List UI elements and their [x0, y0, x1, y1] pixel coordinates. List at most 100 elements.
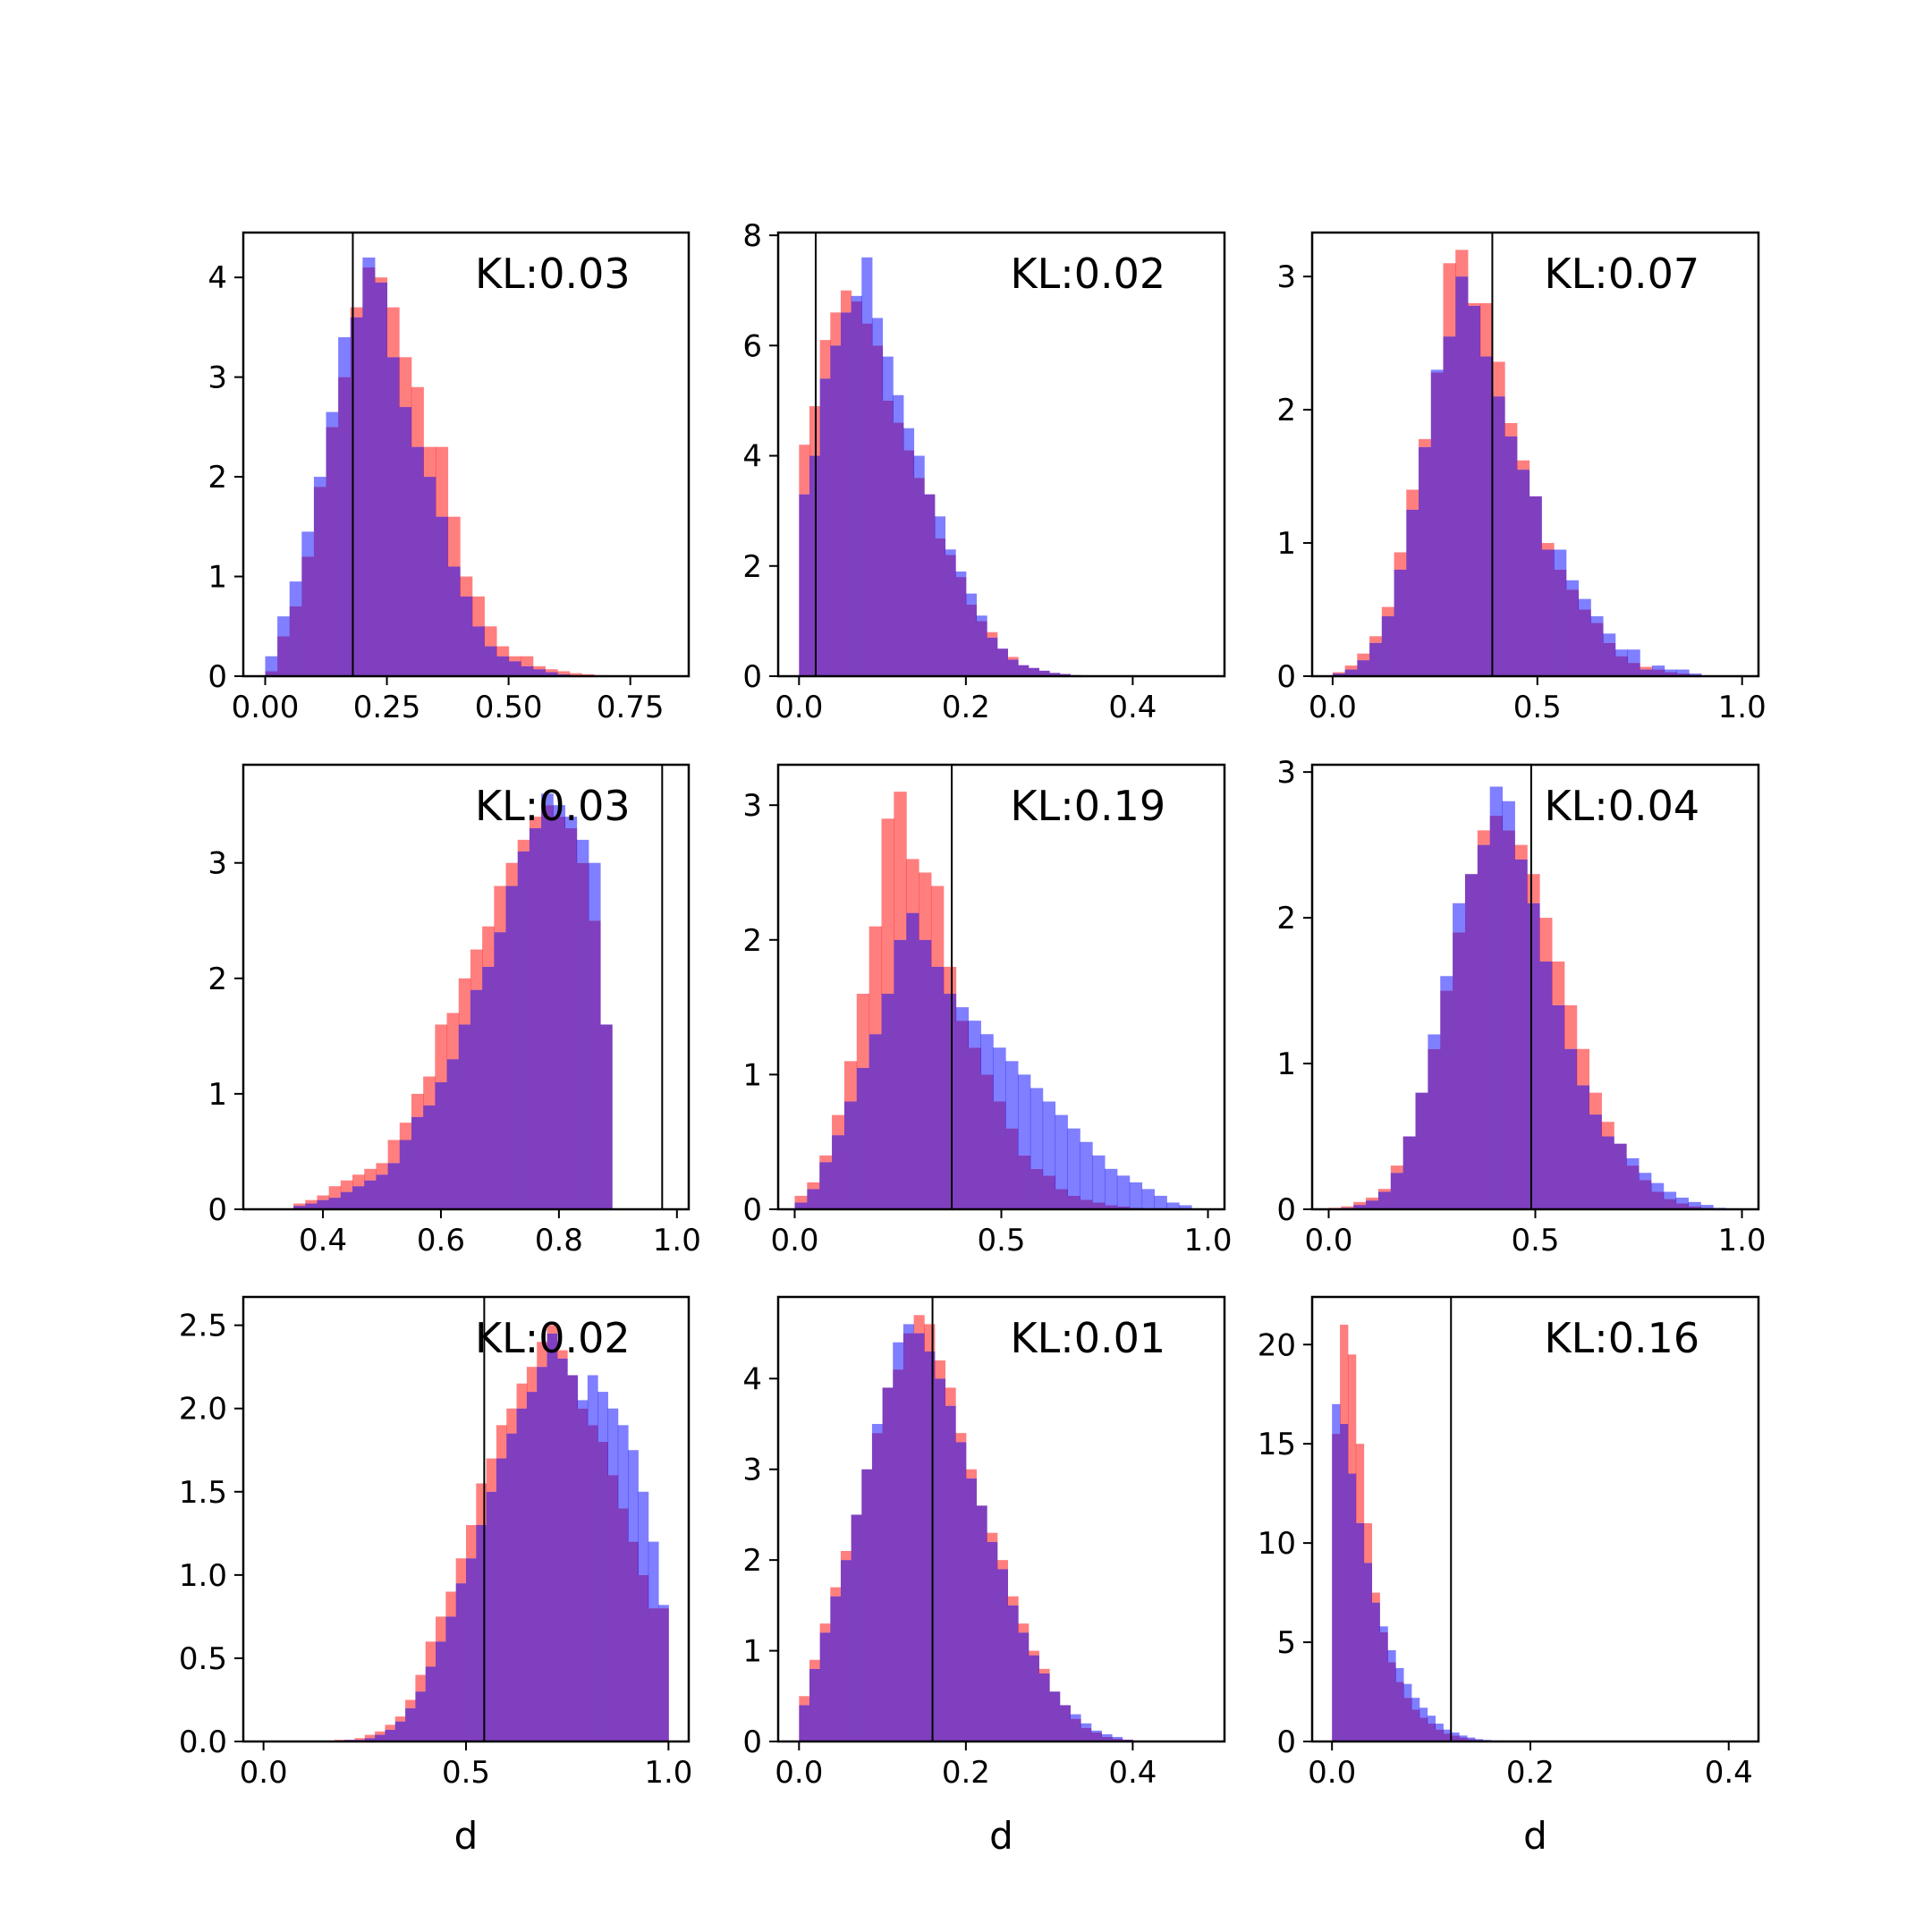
bar-overlap	[376, 1174, 389, 1209]
bar-blue	[1379, 1626, 1388, 1632]
bar-overlap	[913, 1333, 925, 1741]
bar-red	[1541, 543, 1555, 550]
bar-overlap	[819, 1632, 831, 1741]
bar-overlap	[1090, 1732, 1102, 1741]
bar-overlap	[1005, 1128, 1019, 1209]
bar-overlap	[508, 661, 521, 676]
kl-annotation: KL:0.02	[475, 1314, 631, 1362]
bar-overlap	[1514, 859, 1528, 1209]
bar-blue	[1105, 1168, 1118, 1206]
bar-overlap	[482, 966, 495, 1209]
bar-overlap	[1049, 673, 1061, 676]
bar-red	[496, 646, 510, 657]
y-tick-label: 20	[1258, 1327, 1296, 1363]
x-axis-label: d	[454, 1814, 479, 1858]
bar-red	[1576, 1048, 1590, 1086]
bar-overlap	[471, 626, 485, 676]
bar-overlap	[1363, 1563, 1373, 1741]
axes-frame	[776, 231, 1226, 678]
bar-red	[1601, 1122, 1614, 1137]
bar-red	[385, 1724, 396, 1730]
bar-overlap	[945, 555, 956, 676]
bar-overlap	[1018, 665, 1030, 676]
bar-blue	[1453, 902, 1466, 933]
bar-overlap	[906, 912, 919, 1209]
bar-overlap	[1675, 1203, 1689, 1209]
bar-blue	[968, 1021, 981, 1048]
x-tick-label: 0.0	[1309, 690, 1357, 725]
bar-red	[556, 1350, 568, 1359]
axes-frame	[242, 763, 691, 1211]
bar-overlap	[882, 400, 894, 676]
bar-red	[1479, 302, 1493, 357]
bar-blue	[902, 428, 915, 451]
bar-red	[305, 1199, 318, 1204]
subplot-8: 0.0 0.2 0.4 0 1 2 3 4 KL:0.01 d	[742, 1295, 1226, 1858]
bar-blue	[1474, 1739, 1484, 1741]
bar-blue	[313, 477, 327, 487]
bar-overlap	[1371, 1602, 1380, 1741]
bar-overlap	[1627, 663, 1640, 676]
bar-red	[466, 1525, 477, 1559]
y-tick-label: 1	[1276, 526, 1296, 562]
bar-overlap	[1492, 396, 1505, 676]
bar-overlap	[526, 1392, 538, 1741]
bar-overlap	[532, 669, 546, 676]
bar-overlap	[328, 1198, 342, 1209]
bar-red	[1007, 657, 1019, 660]
x-tick-label: 0.5	[442, 1755, 490, 1791]
bar-overlap	[945, 1405, 956, 1741]
y-tick-label: 8	[742, 218, 762, 254]
x-tick-label: 0.5	[1511, 1223, 1559, 1258]
bar-overlap	[1092, 1202, 1106, 1209]
bar-overlap	[1466, 1739, 1476, 1741]
bar-red	[840, 1551, 852, 1561]
bar-blue	[1080, 1141, 1093, 1200]
x-tick-label: 0.0	[1308, 1755, 1356, 1791]
bar-overlap	[545, 672, 558, 676]
bar-overlap	[987, 637, 998, 676]
bar-overlap	[871, 1433, 884, 1741]
bar-blue	[1440, 976, 1453, 991]
bar-blue	[1554, 549, 1567, 570]
bar-red	[364, 1734, 376, 1739]
bar-red	[376, 1163, 389, 1175]
bar-blue	[893, 1342, 904, 1370]
bar-blue	[1627, 649, 1640, 664]
kl-annotation: KL:0.04	[1544, 782, 1699, 830]
bar-overlap	[840, 312, 852, 676]
bar-overlap	[638, 1574, 649, 1741]
bar-overlap	[1080, 1727, 1092, 1741]
bar-red	[830, 1587, 842, 1597]
bar-overlap	[460, 596, 473, 676]
bar-overlap	[1639, 1180, 1652, 1209]
bar-blue	[871, 318, 884, 346]
bar-blue	[1403, 1683, 1412, 1699]
bar-red	[840, 290, 852, 313]
bar-overlap	[1453, 932, 1466, 1209]
bar-overlap	[1539, 961, 1553, 1209]
bar-red	[1347, 1354, 1357, 1474]
bar-overlap	[943, 994, 957, 1209]
bar-overlap	[1554, 569, 1567, 676]
x-tick-label: 0.5	[1513, 690, 1562, 725]
bar-red	[516, 1383, 528, 1409]
bar-overlap	[893, 422, 904, 676]
bar-red	[446, 1013, 460, 1060]
bar-blue	[1502, 801, 1515, 831]
bar-red	[1419, 438, 1432, 447]
bar-overlap	[470, 989, 483, 1209]
bar-blue	[1451, 1733, 1460, 1736]
bar-red	[425, 1641, 436, 1667]
bar-blue	[1428, 1034, 1441, 1049]
bar-overlap	[1101, 1736, 1113, 1741]
bar-overlap	[968, 1047, 981, 1209]
bar-overlap	[447, 566, 461, 676]
bar-overlap	[505, 886, 519, 1209]
y-tick-label: 0	[1276, 659, 1296, 695]
bar-red	[945, 1387, 956, 1406]
bar-blue	[1626, 1157, 1640, 1166]
bar-blue	[1650, 1182, 1665, 1192]
bar-red	[856, 994, 870, 1068]
